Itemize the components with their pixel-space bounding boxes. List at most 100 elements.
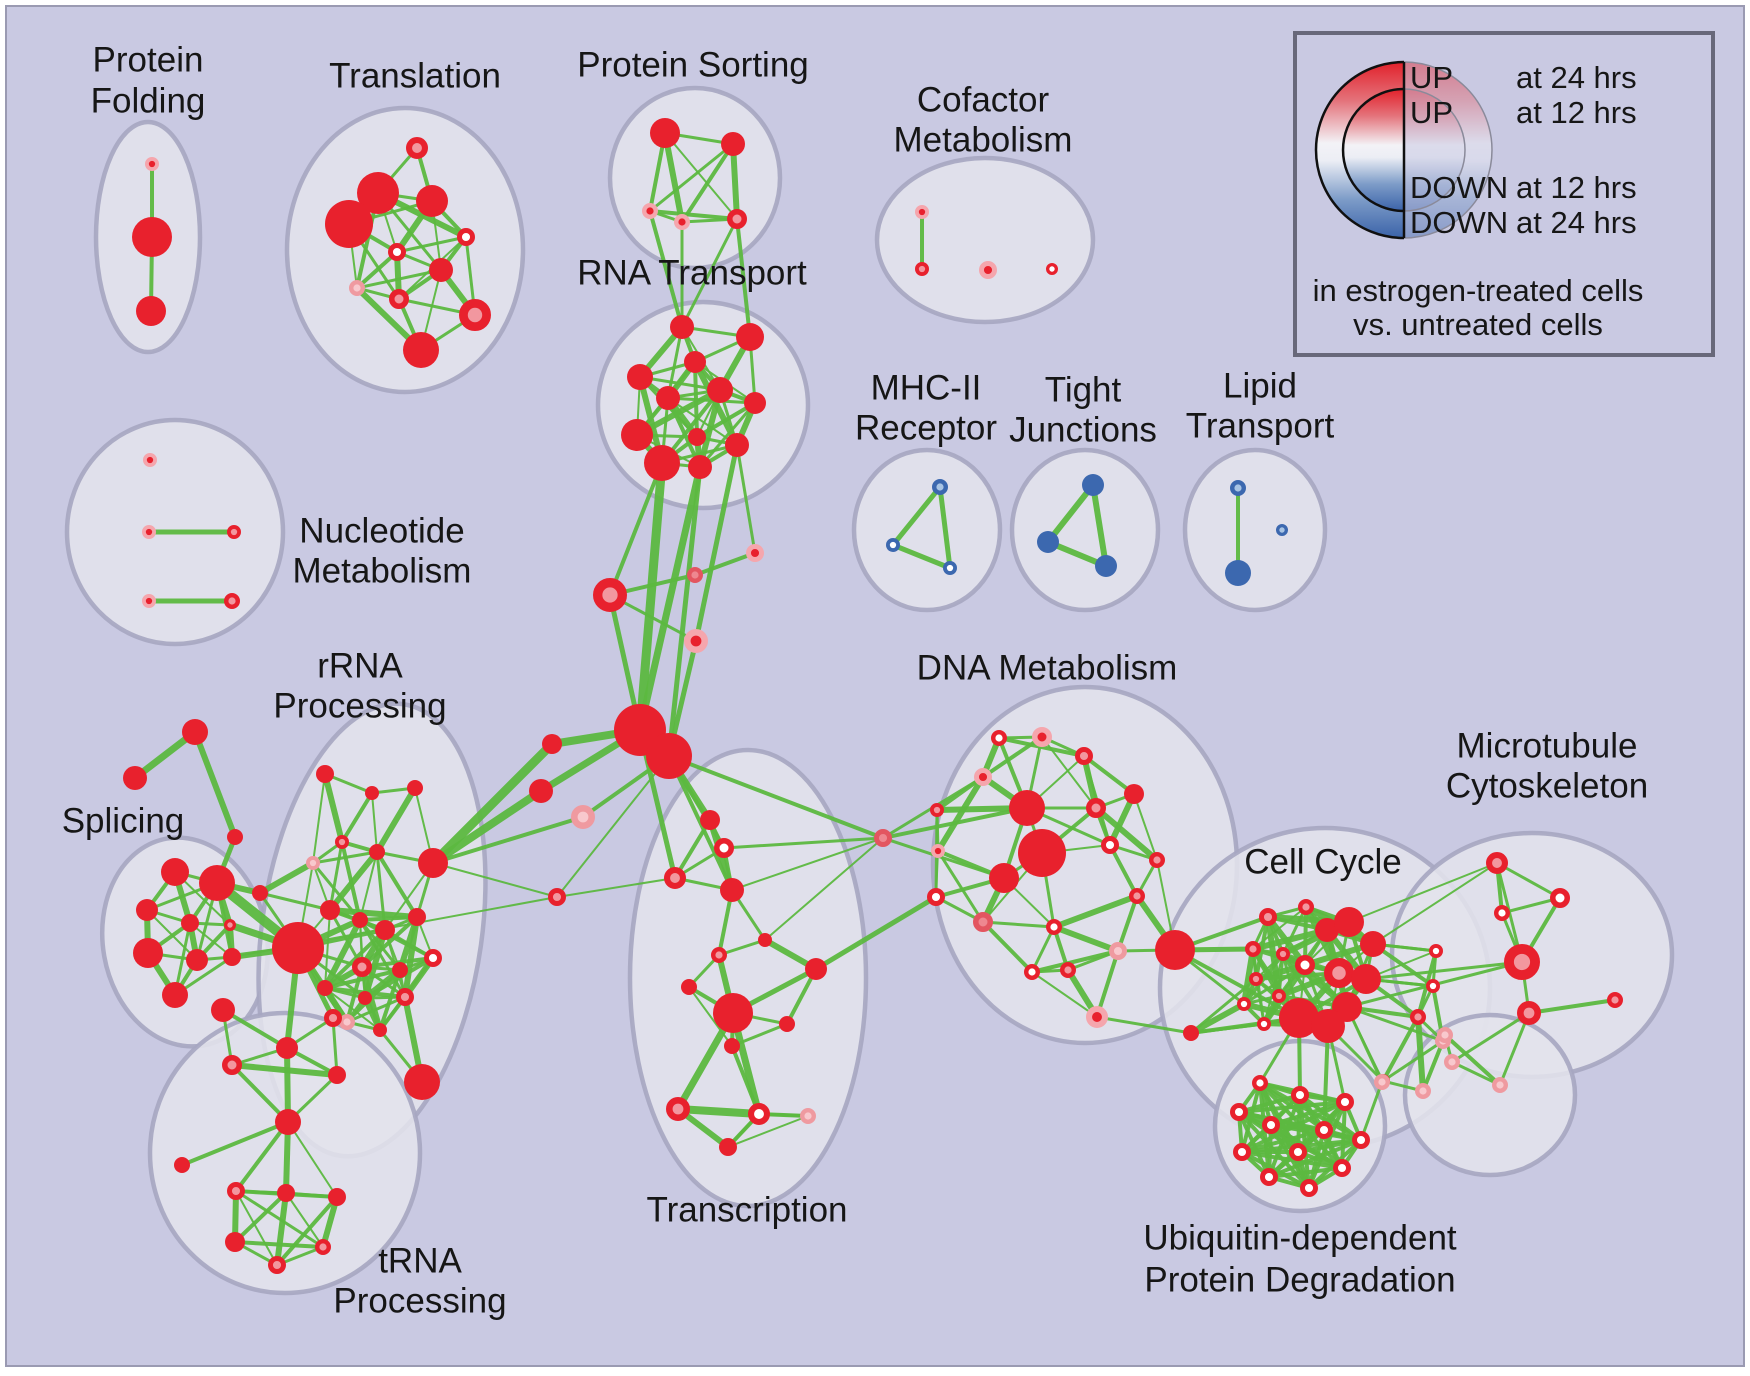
network-node[interactable] — [1232, 1142, 1251, 1161]
network-node[interactable] — [1045, 919, 1062, 936]
network-node[interactable] — [1351, 1130, 1370, 1149]
network-node[interactable] — [688, 428, 706, 446]
network-node[interactable] — [758, 933, 772, 947]
network-node[interactable] — [989, 863, 1019, 893]
network-node[interactable] — [724, 1038, 740, 1054]
network-node[interactable] — [223, 948, 241, 966]
network-node[interactable] — [181, 914, 199, 932]
network-node[interactable] — [744, 392, 766, 414]
network-node[interactable] — [1295, 955, 1315, 975]
network-node[interactable] — [1276, 946, 1291, 961]
network-node[interactable] — [1360, 931, 1386, 957]
network-node[interactable] — [457, 228, 476, 247]
network-node[interactable] — [1124, 784, 1144, 804]
network-node[interactable] — [700, 810, 720, 830]
network-node[interactable] — [1244, 941, 1261, 958]
network-node[interactable] — [1517, 1000, 1542, 1025]
network-node[interactable] — [403, 332, 439, 368]
network-node[interactable] — [416, 185, 448, 217]
network-node[interactable] — [1409, 1009, 1426, 1026]
network-node[interactable] — [389, 289, 409, 309]
network-node[interactable] — [1257, 1016, 1272, 1031]
network-node[interactable] — [779, 1016, 795, 1032]
network-node[interactable] — [1023, 964, 1040, 981]
network-node[interactable] — [929, 802, 944, 817]
network-node[interactable] — [1259, 1167, 1278, 1186]
network-node[interactable] — [325, 200, 373, 248]
network-node[interactable] — [727, 209, 747, 229]
network-node[interactable] — [707, 377, 733, 403]
network-node[interactable] — [1279, 998, 1319, 1038]
network-node[interactable] — [932, 479, 949, 496]
network-node[interactable] — [627, 364, 653, 390]
network-node[interactable] — [1493, 905, 1510, 922]
network-node[interactable] — [1311, 1009, 1345, 1043]
network-node[interactable] — [1288, 1142, 1307, 1161]
network-node[interactable] — [714, 838, 734, 858]
network-node[interactable] — [1046, 262, 1059, 275]
network-node[interactable] — [320, 900, 340, 920]
network-node[interactable] — [642, 202, 659, 219]
network-node[interactable] — [1018, 829, 1066, 877]
network-node[interactable] — [973, 767, 992, 786]
network-node[interactable] — [143, 452, 158, 467]
network-node[interactable] — [317, 980, 333, 996]
network-node[interactable] — [1426, 978, 1441, 993]
network-node[interactable] — [688, 455, 712, 479]
network-node[interactable] — [407, 780, 423, 796]
network-node[interactable] — [276, 1037, 298, 1059]
network-node[interactable] — [145, 157, 160, 172]
network-node[interactable] — [570, 804, 595, 829]
network-node[interactable] — [174, 1157, 190, 1173]
network-node[interactable] — [1037, 531, 1059, 553]
network-node[interactable] — [656, 386, 680, 410]
network-node[interactable] — [123, 766, 147, 790]
network-node[interactable] — [365, 786, 379, 800]
network-node[interactable] — [719, 1138, 737, 1156]
network-node[interactable] — [375, 920, 395, 940]
network-node[interactable] — [1606, 992, 1623, 1009]
network-node[interactable] — [1314, 1120, 1333, 1139]
network-node[interactable] — [339, 1014, 356, 1031]
network-node[interactable] — [429, 258, 453, 282]
network-node[interactable] — [408, 908, 426, 926]
network-node[interactable] — [736, 323, 764, 351]
network-node[interactable] — [1550, 888, 1570, 908]
network-node[interactable] — [547, 887, 566, 906]
network-node[interactable] — [404, 1064, 440, 1100]
network-node[interactable] — [800, 1107, 817, 1124]
network-node[interactable] — [142, 524, 157, 539]
network-node[interactable] — [1032, 727, 1052, 747]
network-node[interactable] — [683, 628, 708, 653]
network-node[interactable] — [942, 560, 957, 575]
network-node[interactable] — [252, 885, 268, 901]
network-node[interactable] — [1082, 474, 1104, 496]
network-node[interactable] — [458, 298, 491, 331]
network-node[interactable] — [133, 938, 163, 968]
network-node[interactable] — [1095, 555, 1117, 577]
network-node[interactable] — [978, 261, 997, 280]
network-node[interactable] — [227, 1181, 246, 1200]
network-node[interactable] — [357, 172, 399, 214]
network-node[interactable] — [392, 962, 408, 978]
network-node[interactable] — [1229, 1102, 1248, 1121]
network-node[interactable] — [227, 829, 243, 845]
network-node[interactable] — [162, 982, 188, 1008]
network-node[interactable] — [681, 979, 697, 995]
network-node[interactable] — [1009, 790, 1045, 826]
network-node[interactable] — [542, 734, 562, 754]
network-node[interactable] — [199, 865, 235, 901]
network-node[interactable] — [1290, 1085, 1309, 1104]
network-node[interactable] — [186, 949, 208, 971]
network-node[interactable] — [1436, 1026, 1453, 1043]
network-node[interactable] — [1486, 852, 1509, 875]
network-node[interactable] — [1258, 907, 1277, 926]
network-node[interactable] — [720, 878, 744, 902]
network-node[interactable] — [272, 922, 324, 974]
network-node[interactable] — [1128, 888, 1145, 905]
network-node[interactable] — [1086, 1006, 1109, 1029]
network-node[interactable] — [1324, 958, 1354, 988]
network-node[interactable] — [352, 957, 372, 977]
network-node[interactable] — [1272, 988, 1287, 1003]
network-node[interactable] — [621, 419, 653, 451]
